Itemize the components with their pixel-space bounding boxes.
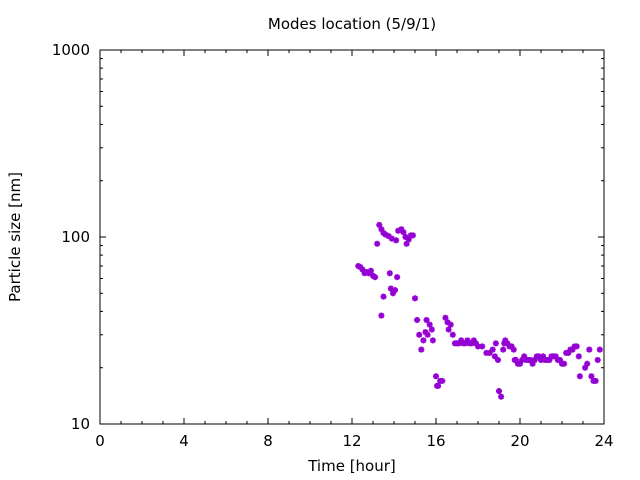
x-tick-label: 8 [263,432,273,450]
data-point [394,274,401,281]
data-point [489,346,496,353]
data-point [584,360,591,367]
plot-frame [99,49,605,425]
y-tick-label: 100 [61,228,90,246]
x-axis-label: Time [hour] [307,457,396,475]
data-point [392,287,399,294]
data-point [378,312,385,319]
data-point [412,295,418,302]
y-axis-minor-ticks [100,58,604,369]
data-point [409,232,416,239]
x-tick-label: 16 [426,432,445,450]
data-point [500,346,507,353]
data-point [433,373,439,380]
data-point [426,321,433,328]
data-point [596,346,603,353]
data-point [479,343,486,350]
data-points [355,221,603,400]
data-point [424,331,431,338]
data-point [372,274,379,281]
data-point [429,337,436,344]
x-tick-label: 12 [342,432,361,450]
data-point [494,356,501,363]
data-point [498,393,505,400]
x-tick-label: 20 [510,432,529,450]
data-point [416,331,423,338]
data-point [400,229,407,236]
data-point [423,316,430,323]
data-point [496,388,502,395]
data-point [442,314,449,321]
data-point [386,270,393,277]
y-axis: 10 100 1000 [52,41,604,433]
data-point [414,316,421,323]
data-point [445,326,452,333]
data-point [439,377,446,384]
x-axis-minor-ticks [120,50,584,424]
data-point [586,346,593,353]
chart-title: Modes location (5/9/1) [268,15,436,33]
x-tick-label: 0 [95,432,105,450]
data-point [367,267,374,274]
data-point [374,240,381,247]
y-tick-label: 10 [71,415,90,433]
data-point [444,319,451,326]
x-tick-label: 24 [594,432,613,450]
data-point [428,326,435,333]
data-point [393,237,400,244]
data-point [420,337,427,344]
data-point [447,321,454,328]
y-tick-label: 1000 [52,41,90,59]
data-point [435,382,442,389]
data-point [508,343,515,350]
data-point [592,377,599,384]
data-point [380,293,387,300]
data-point [573,343,580,350]
x-axis: 0 4 8 12 16 20 24 [95,50,614,450]
data-point [449,331,456,338]
y-axis-label: Particle size [nm] [6,172,24,302]
data-point [561,360,568,367]
data-point [576,373,583,380]
data-point [588,373,595,380]
data-point [510,346,517,353]
data-point [575,353,582,360]
data-point [594,356,601,363]
x-tick-label: 4 [179,432,189,450]
data-point [418,346,425,353]
data-point [492,340,499,347]
